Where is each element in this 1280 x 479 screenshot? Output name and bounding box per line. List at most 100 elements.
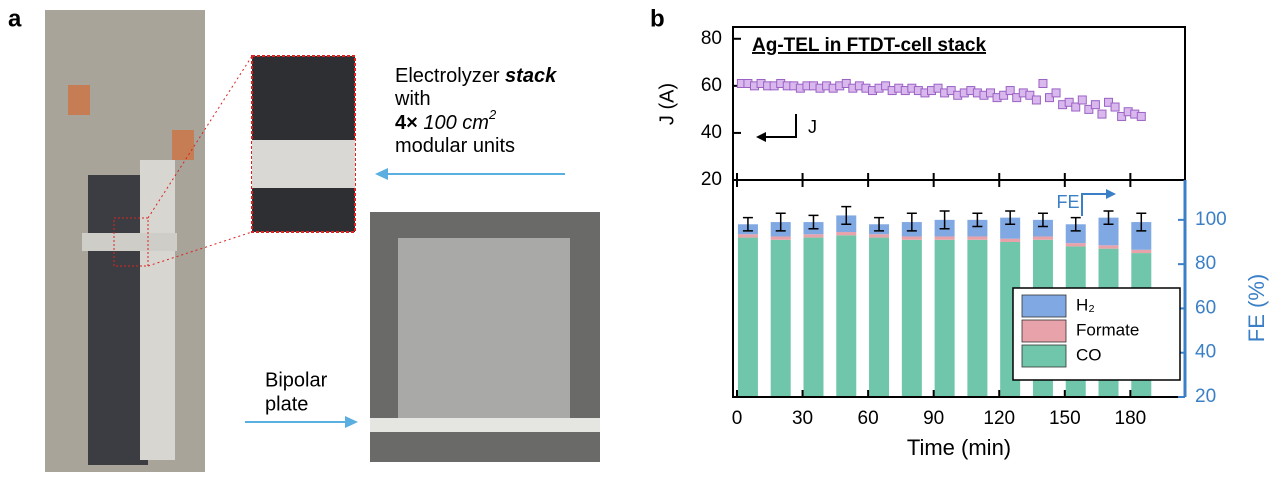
data-point [1025, 90, 1035, 100]
legend-swatch [1021, 319, 1067, 343]
data-point [1104, 97, 1114, 107]
plate-photo [370, 212, 600, 462]
error-bar [972, 212, 983, 228]
legend-swatch [1021, 344, 1067, 368]
error-bar [874, 216, 885, 232]
data-point [1117, 111, 1127, 121]
arrow-head [756, 132, 766, 142]
y2-tick-label: 60 [1195, 297, 1216, 318]
bar-segment [770, 239, 791, 397]
bar-segment [869, 237, 890, 397]
error-bar [775, 212, 786, 232]
legend-label: CO [1076, 345, 1102, 364]
text: Electrolyzer [395, 65, 500, 87]
data-point [1090, 100, 1100, 110]
data-point [1071, 102, 1081, 112]
bar-segment [1000, 238, 1021, 242]
error-bar [1103, 210, 1114, 226]
bar-segment [1098, 245, 1119, 249]
data-point [1110, 102, 1120, 112]
chart: 20 40 60 80 J (A) Ag-TEL in FTDT-cell stack J 0… [656, 26, 1269, 460]
bar-segment [869, 234, 890, 238]
bar-segment [803, 234, 824, 238]
text: modular units [395, 135, 515, 157]
arrow-head [1106, 189, 1116, 199]
data-point [1077, 95, 1087, 105]
text: stack [505, 65, 557, 87]
error-bar [1005, 210, 1016, 226]
panel-label: a [8, 5, 22, 32]
bar-segment [1065, 224, 1086, 244]
y2-tick-label: 20 [1195, 386, 1216, 407]
data-point [1038, 78, 1048, 88]
data-point [1064, 97, 1074, 107]
x-axis-title: Time (min) [907, 435, 1011, 460]
bar-segment [1000, 217, 1021, 239]
data-point [946, 86, 956, 96]
y2-tick-label: 80 [1195, 253, 1216, 274]
bar-segment [1032, 236, 1053, 240]
annotation-arrow [1081, 193, 1108, 216]
data-point [1031, 95, 1041, 105]
y-axis-title: J (A) [656, 83, 678, 125]
stack-photo [45, 10, 205, 472]
bar-segment [967, 239, 988, 397]
x-tick-label: 90 [923, 408, 944, 429]
data-point [1045, 93, 1055, 103]
text: 4× [395, 112, 418, 134]
panel-label: b [650, 5, 665, 32]
plot-frame [732, 179, 1185, 398]
text: 2 [488, 107, 497, 122]
bar-segment [934, 239, 955, 397]
bar-segment [967, 236, 988, 240]
data-point [999, 90, 1009, 100]
chart-title: Ag-TEL in FTDT-cell stack [752, 35, 986, 56]
bar-segment [901, 239, 922, 397]
bar-segment [934, 236, 955, 240]
data-point [986, 88, 996, 98]
y-tick-label: 80 [701, 28, 722, 49]
y2-tick-label: 40 [1195, 342, 1216, 363]
text: with [394, 88, 431, 110]
bar-segment [1065, 243, 1086, 247]
text: 100 cm [423, 112, 489, 134]
error-bar [841, 205, 852, 226]
data-point [1005, 86, 1015, 96]
data-point [1136, 111, 1146, 121]
bar-segment [1131, 222, 1152, 250]
error-bar [808, 214, 819, 230]
data-point [1084, 104, 1094, 114]
x-tick-label: 180 [1115, 408, 1147, 429]
bar-segment [1032, 219, 1053, 237]
x-tick-label: 60 [858, 408, 879, 429]
bipolar-label: plate [265, 393, 308, 415]
x-tick-label: 0 [732, 408, 743, 429]
stack-label: Electrolyzer stack with 4× 100 cm2 modul… [394, 65, 562, 157]
bar-segment [967, 219, 988, 237]
y2-tick-label: 100 [1195, 209, 1227, 230]
annotation: J [808, 117, 817, 137]
y2-axis-title: FE (%) [1244, 274, 1269, 342]
bar-segment [737, 237, 758, 397]
data-point [1097, 109, 1107, 119]
data-point [841, 78, 851, 88]
zoom-inset [147, 55, 356, 267]
error-bar [742, 216, 753, 232]
arrows [245, 168, 565, 428]
y-tick-label: 40 [701, 122, 722, 143]
annotation-arrow [760, 114, 797, 138]
legend-label: Formate [1076, 320, 1139, 339]
bar-segment [770, 236, 791, 240]
bipolar-label: Bipolar [265, 369, 328, 391]
error-bar [1136, 212, 1147, 232]
data-point [1051, 88, 1061, 98]
bar-segment [901, 236, 922, 240]
bar-segment [1131, 249, 1152, 254]
bar-segment [836, 235, 857, 397]
legend-swatch [1021, 294, 1067, 318]
error-bar [1037, 212, 1048, 228]
x-tick-label: 120 [983, 408, 1015, 429]
y-tick-label: 20 [701, 169, 722, 190]
bar-segment [836, 232, 857, 236]
bar-segment [737, 234, 758, 238]
